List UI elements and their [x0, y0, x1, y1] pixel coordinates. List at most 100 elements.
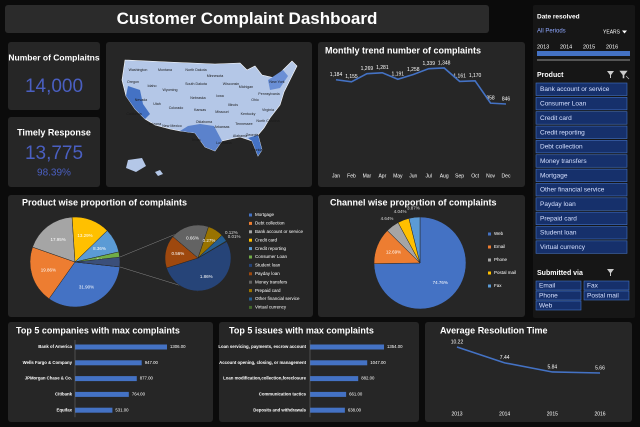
- slicer-item-label[interactable]: Phone: [539, 293, 558, 300]
- data-label: 661.00: [349, 392, 363, 397]
- slicer-item-label[interactable]: Prepaid card: [540, 215, 577, 222]
- state-label: Montana: [158, 68, 172, 72]
- x-tick-label: Sep: [455, 173, 464, 179]
- kpi-panel: [8, 42, 100, 110]
- clear-filter-icon[interactable]: [619, 70, 630, 80]
- slicer-item[interactable]: [535, 168, 628, 182]
- legend-label: Phone: [494, 257, 508, 262]
- legend-swatch: [249, 272, 252, 276]
- slicer-item-label[interactable]: Credit reporting: [540, 129, 585, 136]
- slicer-item[interactable]: [535, 82, 628, 96]
- chart-panel: [8, 322, 213, 422]
- slicer-item[interactable]: [535, 140, 628, 154]
- legend-swatch: [488, 232, 491, 236]
- slicer-item-label[interactable]: Consumer Loan: [540, 101, 587, 108]
- data-label: 0.66%: [186, 235, 199, 240]
- state-label: Iowa: [216, 94, 224, 98]
- state-label: Nevada: [135, 98, 147, 102]
- slicer-item-label[interactable]: Payday loan: [540, 201, 576, 208]
- legend-swatch: [488, 245, 491, 249]
- data-label: 12.69%: [386, 250, 401, 255]
- y-tick-label: Loan servicing, payments, escrow account: [218, 344, 306, 349]
- state-label: Illinois: [228, 103, 238, 107]
- state-label: Michigan: [239, 85, 253, 89]
- slicer-item-label[interactable]: Other financial service: [540, 187, 605, 194]
- slicer-item[interactable]: [535, 125, 628, 139]
- slicer-item-label[interactable]: Credit card: [540, 115, 572, 122]
- slicer-item-label[interactable]: Virtual currency: [540, 244, 586, 251]
- slicer-item[interactable]: [535, 226, 628, 240]
- slicer-item[interactable]: [535, 280, 582, 291]
- timeline-scroll[interactable]: [537, 59, 630, 61]
- slicer-item[interactable]: [535, 211, 628, 225]
- state-label: North Dakota: [185, 68, 206, 72]
- data-label: 877.00: [140, 376, 154, 381]
- y-tick-label: Loan modification,collection,foreclosure: [223, 376, 306, 381]
- slicer-item[interactable]: [583, 280, 630, 291]
- timeline-year[interactable]: 2016: [606, 44, 618, 50]
- legend-label: Postal mail: [494, 270, 516, 275]
- bar: [75, 391, 129, 397]
- slicer-item-label[interactable]: Bank account or service: [540, 86, 610, 93]
- legend-swatch: [249, 230, 252, 234]
- timeline-bar[interactable]: [537, 51, 630, 56]
- kpi-value: 14,000: [25, 76, 83, 97]
- state-label: Virginia: [262, 108, 274, 112]
- timeline-year[interactable]: 2013: [537, 44, 549, 50]
- legend-label: Other financial service: [255, 296, 300, 301]
- state-label: Utah: [153, 102, 161, 106]
- bar: [75, 407, 113, 413]
- slicer-item[interactable]: [535, 111, 628, 125]
- slicer-item-label[interactable]: Mortgage: [540, 172, 568, 179]
- slicer-item[interactable]: [535, 183, 628, 197]
- us-map: [121, 59, 298, 176]
- state-label: Wisconsin: [223, 82, 239, 86]
- pie-slice: [48, 261, 121, 308]
- timeline-year[interactable]: 2015: [583, 44, 595, 50]
- y-tick-label: Deposits and withdrawals: [253, 407, 306, 412]
- data-label: 1306.00: [170, 344, 186, 349]
- y-tick-label: Citibank: [55, 392, 73, 397]
- slicer-item-label[interactable]: Web: [539, 303, 553, 310]
- data-label: 4.64%: [381, 216, 394, 221]
- slicer-item[interactable]: [535, 240, 628, 254]
- legend-swatch: [249, 238, 252, 242]
- state-label: Louisiana: [216, 141, 231, 145]
- pie-slice: [408, 216, 421, 264]
- slicer-level[interactable]: YEARS: [603, 29, 621, 35]
- slicer-item[interactable]: [535, 300, 582, 311]
- slicer-selection: All Periods: [537, 29, 566, 35]
- slicer-item-label[interactable]: Postal mail: [587, 293, 619, 300]
- map-shape: [126, 158, 146, 172]
- slicer-item-label[interactable]: Email: [539, 283, 556, 290]
- slicer-item[interactable]: [535, 97, 628, 111]
- dropdown-arrow[interactable]: [622, 30, 627, 34]
- data-label: 3.87%: [407, 206, 420, 211]
- slicer-item[interactable]: [535, 290, 582, 301]
- slicer-item[interactable]: [583, 290, 630, 301]
- legend-label: Debt collection: [255, 221, 285, 226]
- slicer-item-label[interactable]: Money transfers: [540, 158, 587, 165]
- data-label: 31.90%: [79, 285, 94, 290]
- filter-icon[interactable]: [607, 269, 614, 276]
- data-label: 1.86%: [200, 274, 213, 279]
- data-label: 846: [502, 96, 511, 102]
- filter-icon[interactable]: [607, 71, 614, 78]
- slicer-item[interactable]: [535, 154, 628, 168]
- state-label: New York: [269, 80, 284, 84]
- data-label: 764.00: [132, 392, 146, 397]
- slicer-item-label[interactable]: Debt collection: [540, 144, 583, 151]
- bar: [310, 360, 368, 366]
- slicer-item[interactable]: [535, 197, 628, 211]
- bar: [75, 360, 142, 366]
- slicer-item-label[interactable]: Fax: [587, 283, 599, 290]
- kpi-sub-value: 98.39%: [37, 168, 71, 179]
- x-tick-label: Mar: [363, 173, 372, 179]
- slicer-item-label[interactable]: Student loan: [540, 230, 577, 237]
- x-tick-label: May: [393, 173, 403, 179]
- timeline-year[interactable]: 2014: [560, 44, 572, 50]
- legend-swatch: [488, 258, 491, 262]
- title-panel: [5, 5, 489, 33]
- map-region: [268, 70, 288, 90]
